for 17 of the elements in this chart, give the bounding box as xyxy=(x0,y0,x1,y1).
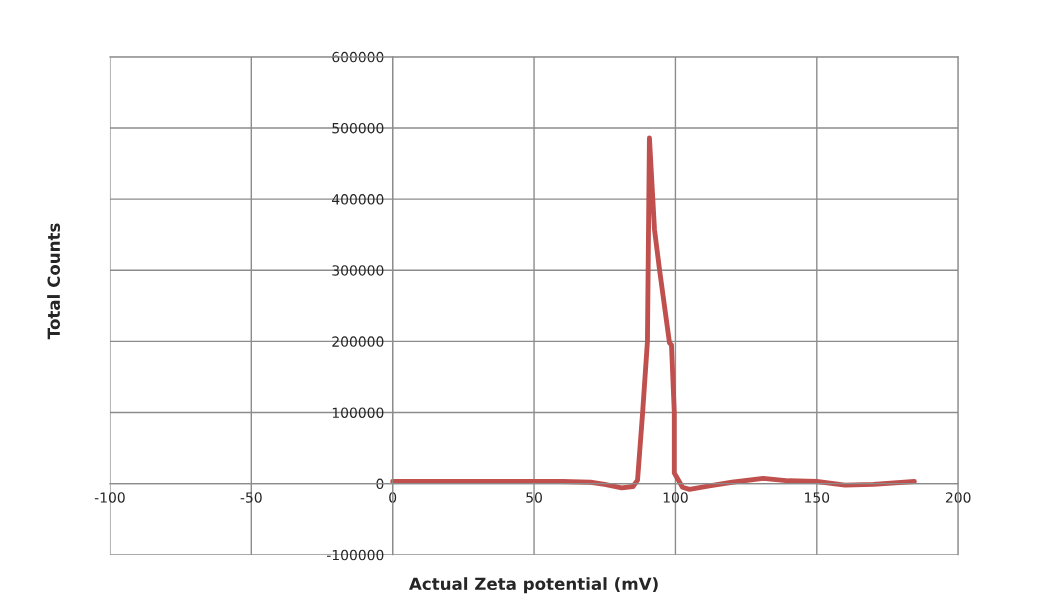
y-tick-label: 500000 xyxy=(332,122,384,134)
x-tick-label: 200 xyxy=(945,492,971,503)
y-tick-label: 200000 xyxy=(332,336,384,347)
x-tick-label: 0 xyxy=(389,492,397,503)
y-tick-label: 600000 xyxy=(332,51,384,63)
x-tick-label: 150 xyxy=(805,492,830,503)
y-tick-label: 400000 xyxy=(332,194,384,205)
y-tick-label: 100000 xyxy=(332,407,384,418)
y-axis-title: Total Counts xyxy=(47,223,61,340)
x-tick-label: 100 xyxy=(663,492,688,503)
y-tick-label: -100000 xyxy=(326,549,384,561)
x-tick-label: -50 xyxy=(240,492,262,503)
x-tick-label: -100 xyxy=(94,492,125,503)
x-tick-label: 50 xyxy=(526,492,542,503)
x-axis-title: Actual Zeta potential (mV) xyxy=(409,577,658,594)
y-tick-label: 300000 xyxy=(332,265,384,276)
line-series xyxy=(390,135,917,492)
